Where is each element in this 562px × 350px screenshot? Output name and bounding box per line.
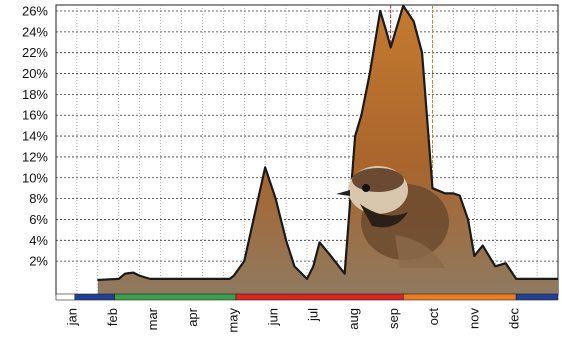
y-tick-label: 8%: [29, 191, 48, 206]
data-point: [232, 274, 235, 277]
data-point: [228, 278, 231, 280]
season-bar: [55, 293, 559, 301]
data-point: [117, 278, 120, 280]
data-point: [312, 265, 315, 268]
season-segment: [114, 293, 237, 301]
grid: [56, 5, 558, 295]
month-label: dec: [506, 308, 521, 329]
y-tick-label: 12%: [22, 149, 48, 164]
data-point: [368, 72, 371, 75]
y-tick-label: 2%: [29, 254, 48, 269]
data-point: [354, 135, 356, 137]
season-segment: [235, 293, 404, 301]
data-point: [481, 244, 484, 247]
month-label: jul: [306, 308, 321, 322]
data-point: [138, 274, 141, 277]
data-point: [329, 254, 331, 256]
data-point: [318, 241, 321, 244]
data-point: [431, 187, 434, 189]
data-point: [494, 265, 497, 268]
data-point: [515, 278, 517, 280]
season-segment: [515, 293, 559, 301]
y-tick-label: 24%: [22, 24, 48, 39]
bird-photo-icon: [336, 166, 449, 268]
data-point: [264, 166, 266, 169]
season-segment: [402, 293, 517, 301]
data-point: [473, 255, 476, 257]
data-point: [421, 51, 423, 54]
y-tick-label: 14%: [22, 129, 48, 144]
y-axis: 2% 4% 6% 8% 10% 12% 14% 16% 18% 20% 22% 24% 26%: [22, 4, 48, 269]
month-label: aug: [346, 308, 361, 330]
data-point: [343, 272, 346, 275]
data-point: [458, 194, 461, 197]
data-point: [253, 213, 256, 216]
data-point: [504, 262, 507, 265]
data-point: [285, 239, 287, 242]
y-tick-label: 26%: [22, 4, 48, 19]
data-point: [293, 265, 296, 268]
data-point: [149, 278, 151, 280]
data-point: [385, 31, 388, 33]
data-point: [274, 197, 277, 200]
data-point: [379, 10, 382, 12]
data-point: [124, 272, 126, 275]
data-point: [444, 192, 446, 195]
data-point: [97, 279, 99, 281]
data-point: [412, 20, 415, 23]
month-label: oct: [426, 308, 441, 326]
data-point: [402, 5, 405, 7]
y-tick-label: 20%: [22, 66, 48, 81]
y-tick-label: 22%: [22, 45, 48, 60]
data-point: [243, 260, 246, 262]
season-segment: [74, 293, 115, 301]
month-label: feb: [105, 308, 120, 326]
data-point: [360, 114, 363, 117]
data-point: [389, 46, 392, 49]
area-line: [97, 5, 558, 282]
month-label: may: [225, 308, 240, 333]
data-point: [222, 278, 225, 280]
x-axis: jan feb mar apr may jun jul aug sep oct nov dec: [65, 307, 522, 332]
data-point: [557, 278, 558, 280]
y-tick-label: 6%: [29, 212, 48, 227]
month-label: sep: [386, 308, 401, 329]
month-label: jun: [266, 308, 281, 326]
y-tick-label: 4%: [29, 233, 48, 248]
season-segment: [55, 293, 76, 301]
data-point: [306, 278, 308, 280]
y-tick-label: 10%: [22, 170, 48, 185]
y-tick-label: 16%: [22, 108, 48, 123]
data-point: [452, 192, 455, 195]
data-point: [132, 271, 135, 274]
data-point: [467, 218, 469, 221]
month-label: jan: [65, 308, 80, 326]
month-label: nov: [466, 308, 481, 329]
month-label: mar: [145, 307, 160, 330]
y-tick-label: 18%: [22, 87, 48, 102]
month-label: apr: [185, 307, 200, 326]
